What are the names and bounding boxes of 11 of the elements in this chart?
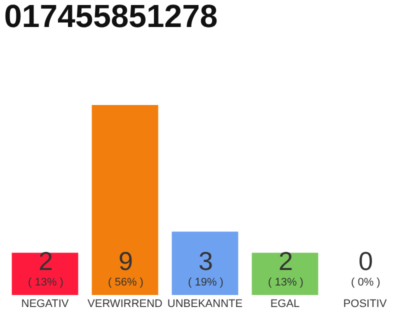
x-tick-label: POSITIV	[343, 298, 388, 310]
x-tick-label: VERWIRREND	[88, 298, 163, 310]
data-label: 0 ( 0% )	[351, 246, 380, 289]
x-tick-label: EGAL	[270, 298, 300, 310]
data-label: 3 ( 19% )	[188, 246, 224, 289]
data-label: 2 ( 13% )	[268, 246, 304, 289]
data-label: 2 ( 13% )	[28, 246, 64, 289]
chart-title: 017455851278	[4, 0, 218, 34]
x-tick-label: NEGATIV	[21, 298, 70, 310]
data-label: 9 ( 56% )	[108, 246, 144, 289]
x-tick-label: UNBEKANNTE	[167, 298, 243, 310]
